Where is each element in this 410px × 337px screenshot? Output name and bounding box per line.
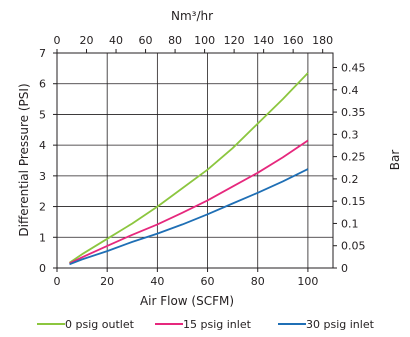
top-tick-label: 40 (109, 34, 123, 47)
x-axis-title: Air Flow (SCFM) (140, 294, 234, 308)
top-tick-label: 140 (253, 34, 274, 47)
right-tick-label: 0.4 (341, 84, 359, 97)
y-tick-label: 1 (39, 231, 46, 244)
y-tick-label: 3 (39, 170, 46, 183)
top-tick-label: 0 (54, 34, 61, 47)
x-tick-label: 100 (297, 275, 318, 288)
right-tick-label: 0.45 (341, 62, 366, 75)
legend-label: 15 psig inlet (183, 318, 252, 331)
x-tick-label: 20 (100, 275, 114, 288)
x-tick-label: 40 (150, 275, 164, 288)
right-tick-label: 0.05 (341, 240, 366, 253)
top-tick-label: 120 (224, 34, 245, 47)
right-axis-title: Bar (388, 150, 402, 171)
top-tick-label: 80 (168, 34, 182, 47)
series-line (69, 168, 309, 266)
right-tick-label: 0.35 (341, 106, 366, 119)
series-lines (68, 72, 309, 266)
top-tick-label: 100 (194, 34, 215, 47)
legend-label: 0 psig outlet (65, 318, 135, 331)
right-tick-label: 0.1 (341, 217, 359, 230)
grid (56, 52, 333, 269)
series-line (68, 72, 309, 264)
y-axis-title: Differential Pressure (PSI) (17, 83, 31, 236)
right-tick-label: 0.2 (341, 173, 359, 186)
top-tick-label: 60 (139, 34, 153, 47)
top-tick-label: 180 (312, 34, 333, 47)
top-axis-title: Nm³/hr (171, 9, 213, 23)
top-tick-label: 20 (80, 34, 94, 47)
top-tick-label: 160 (283, 34, 304, 47)
right-tick-label: 0.15 (341, 195, 366, 208)
right-tick-label: 0 (341, 262, 348, 275)
x-tick-label: 0 (54, 275, 61, 288)
y-tick-label: 0 (39, 262, 46, 275)
legend-label: 30 psig inlet (306, 318, 375, 331)
plot-frame (56, 52, 334, 269)
legend: 0 psig outlet 15 psig inlet 30 psig inlet (37, 318, 375, 331)
series-line (69, 139, 309, 265)
y-tick-label: 4 (39, 139, 46, 152)
right-tick-label: 0.25 (341, 151, 366, 164)
y-tick-label: 5 (39, 108, 46, 121)
right-tick-label: 0.3 (341, 128, 359, 141)
x-tick-label: 60 (201, 275, 215, 288)
x-tick-label: 80 (251, 275, 265, 288)
y-tick-label: 2 (39, 201, 46, 214)
y-tick-label: 7 (39, 47, 46, 60)
y-tick-label: 6 (39, 78, 46, 91)
